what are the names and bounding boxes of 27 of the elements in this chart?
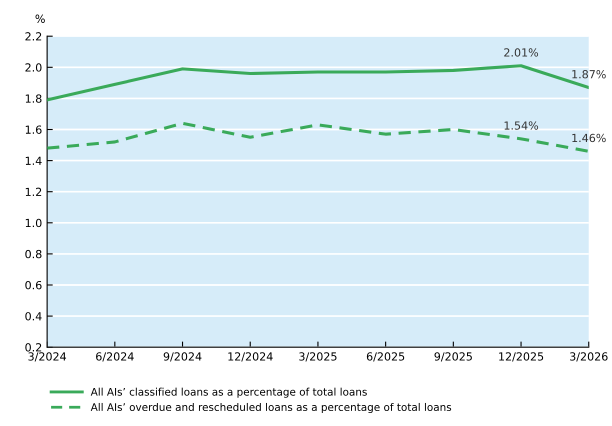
x-tick-label: 12/2024 xyxy=(228,352,273,362)
y-tick-label: 2.2 xyxy=(25,32,42,40)
y-tick-label: 1.8 xyxy=(26,94,42,103)
y-tick-label: 0.6 xyxy=(25,280,42,290)
x-tick-label: 6/2025 xyxy=(366,352,404,362)
y-tick-label: 1.0 xyxy=(26,218,42,228)
x-tick-label: 9/2025 xyxy=(434,352,472,362)
y-tick-label: 0.4 xyxy=(25,312,42,320)
y-tick-label: 0.2 xyxy=(25,343,42,352)
data-label: 1.46% xyxy=(572,134,606,142)
data-label: 1.54% xyxy=(504,121,538,130)
x-tick-label: 3/2024 xyxy=(28,352,66,362)
x-tick-label: 12/2025 xyxy=(499,352,544,362)
legend-label: All AIs’ classified loans as a percentage of total loans xyxy=(90,388,367,398)
y-tick-label: 1.2 xyxy=(26,188,42,196)
y-tick-label: 0.8 xyxy=(25,250,42,258)
x-tick-label: 3/2025 xyxy=(299,352,337,362)
legend-label: All AIs’ overdue and rescheduled loans as a percentage of total loans xyxy=(90,402,452,414)
x-tick-label: 3/2026 xyxy=(570,352,608,362)
y-axis-title: % xyxy=(36,14,45,23)
y-tick-label: 2.0 xyxy=(25,63,42,72)
x-tick-label: 9/2024 xyxy=(164,352,202,362)
y-tick-label: 1.4 xyxy=(26,156,42,165)
y-tick-label: 1.6 xyxy=(26,125,42,134)
data-label: 1.87% xyxy=(572,70,606,78)
x-tick-label: 6/2024 xyxy=(96,352,134,362)
data-label: 2.01% xyxy=(504,48,538,57)
